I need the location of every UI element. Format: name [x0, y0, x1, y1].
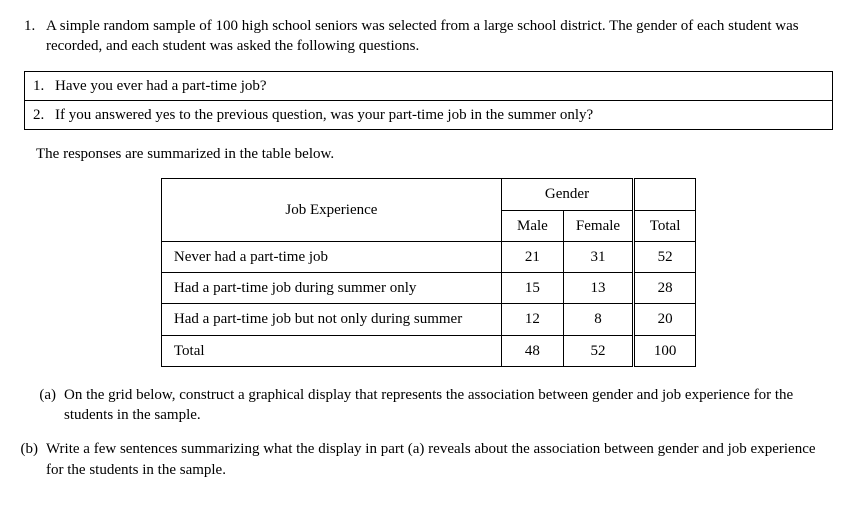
question-number: 1.	[24, 16, 46, 57]
col-header-female: Female	[563, 210, 633, 241]
table-row-total: Total 48 52 100	[161, 335, 695, 366]
cell: 20	[634, 304, 696, 335]
row-label: Had a part-time job but not only during …	[161, 304, 501, 335]
table-row: Had a part-time job during summer only 1…	[161, 273, 695, 304]
table-intro-text: The responses are summarized in the tabl…	[36, 144, 833, 164]
table-header-row-1: Job Experience Gender	[161, 179, 695, 210]
cell: 31	[563, 241, 633, 272]
col-group-label: Gender	[501, 179, 633, 210]
cell: 15	[501, 273, 563, 304]
sub-question-text: If you answered yes to the previous ques…	[55, 105, 593, 125]
part-label: (b)	[6, 439, 46, 480]
blank-header-cell	[634, 179, 696, 210]
part-text: On the grid below, construct a graphical…	[64, 385, 833, 426]
cell: 13	[563, 273, 633, 304]
col-header-total: Total	[634, 210, 696, 241]
col-header-male: Male	[501, 210, 563, 241]
question-prompt: A simple random sample of 100 high schoo…	[46, 16, 833, 57]
part-a: (a) On the grid below, construct a graph…	[24, 385, 833, 426]
row-header-label: Job Experience	[161, 179, 501, 242]
table-row: Had a part-time job but not only during …	[161, 304, 695, 335]
row-label: Had a part-time job during summer only	[161, 273, 501, 304]
cell: 100	[634, 335, 696, 366]
sub-question-text: Have you ever had a part-time job?	[55, 76, 267, 96]
job-experience-table: Job Experience Gender Male Female Total …	[161, 178, 696, 367]
question-1: 1. A simple random sample of 100 high sc…	[24, 16, 833, 57]
sub-question-row: 2. If you answered yes to the previous q…	[25, 101, 832, 129]
cell: 12	[501, 304, 563, 335]
cell: 52	[563, 335, 633, 366]
sub-question-number: 1.	[33, 76, 55, 96]
cell: 28	[634, 273, 696, 304]
cell: 8	[563, 304, 633, 335]
cell: 48	[501, 335, 563, 366]
cell: 52	[634, 241, 696, 272]
question-parts: (a) On the grid below, construct a graph…	[24, 385, 833, 480]
part-text: Write a few sentences summarizing what t…	[46, 439, 833, 480]
sub-question-box: 1. Have you ever had a part-time job? 2.…	[24, 71, 833, 131]
sub-question-number: 2.	[33, 105, 55, 125]
row-label: Never had a part-time job	[161, 241, 501, 272]
cell: 21	[501, 241, 563, 272]
row-label: Total	[161, 335, 501, 366]
part-b: (b) Write a few sentences summarizing wh…	[6, 439, 833, 480]
sub-question-row: 1. Have you ever had a part-time job?	[25, 72, 832, 101]
part-label: (a)	[24, 385, 64, 426]
table-row: Never had a part-time job 21 31 52	[161, 241, 695, 272]
data-table-wrapper: Job Experience Gender Male Female Total …	[24, 178, 833, 367]
